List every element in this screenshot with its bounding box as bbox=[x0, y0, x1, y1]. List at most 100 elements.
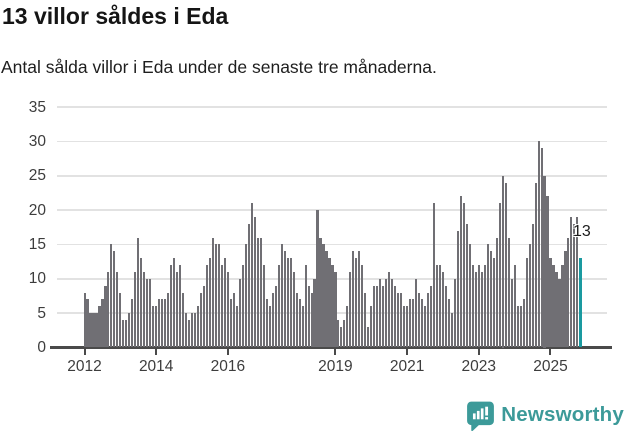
bar bbox=[295, 292, 298, 348]
bar bbox=[179, 265, 182, 348]
bar bbox=[394, 285, 397, 348]
x-tick-label: 2021 bbox=[389, 357, 425, 375]
bar bbox=[528, 244, 531, 348]
x-tick-mark bbox=[334, 348, 337, 355]
bar bbox=[558, 278, 561, 348]
bar bbox=[310, 292, 313, 348]
bar bbox=[205, 265, 209, 348]
highlight-bar bbox=[578, 258, 583, 348]
bar bbox=[513, 265, 516, 348]
bar bbox=[289, 258, 292, 348]
bar bbox=[459, 196, 462, 348]
gridline bbox=[57, 140, 607, 143]
bar bbox=[415, 278, 418, 348]
bar bbox=[510, 278, 513, 348]
bar bbox=[495, 237, 498, 348]
bar bbox=[238, 278, 241, 348]
bar bbox=[188, 320, 191, 348]
x-tick-label: 2014 bbox=[138, 357, 174, 375]
y-tick-label: 25 bbox=[28, 167, 46, 185]
bar bbox=[277, 265, 280, 348]
bar bbox=[576, 216, 579, 348]
bar bbox=[537, 141, 540, 348]
bar bbox=[507, 237, 510, 348]
bar bbox=[516, 306, 519, 348]
bar bbox=[316, 210, 319, 348]
bar bbox=[214, 244, 218, 348]
bar bbox=[244, 244, 247, 348]
bar bbox=[199, 292, 203, 348]
bar bbox=[292, 271, 295, 348]
bar bbox=[406, 306, 409, 348]
bar bbox=[421, 299, 424, 348]
bar bbox=[427, 292, 430, 348]
bar bbox=[328, 258, 331, 348]
bar bbox=[143, 271, 146, 348]
bar bbox=[191, 313, 194, 348]
bar bbox=[101, 299, 104, 348]
bar bbox=[304, 265, 307, 348]
bar bbox=[217, 244, 220, 348]
x-tick-mark bbox=[406, 348, 409, 355]
bar bbox=[301, 306, 304, 348]
bar bbox=[570, 216, 573, 348]
bar bbox=[346, 306, 349, 348]
bar bbox=[412, 299, 415, 348]
bar bbox=[489, 251, 492, 348]
bar bbox=[477, 265, 480, 348]
x-tick-mark bbox=[549, 348, 552, 355]
gridline bbox=[57, 174, 607, 177]
bar bbox=[474, 271, 477, 348]
bar bbox=[110, 244, 113, 348]
bar bbox=[444, 285, 448, 348]
bar bbox=[131, 299, 134, 348]
bar bbox=[155, 306, 158, 348]
bar bbox=[340, 326, 343, 348]
bar bbox=[543, 175, 546, 348]
bar bbox=[519, 306, 522, 348]
bar bbox=[447, 299, 450, 348]
bar bbox=[89, 313, 92, 348]
brand-name: Newsworthy bbox=[501, 403, 624, 426]
bar bbox=[432, 203, 436, 348]
bar bbox=[113, 251, 116, 348]
bar bbox=[83, 292, 86, 348]
bar bbox=[358, 251, 361, 348]
bar bbox=[388, 271, 391, 348]
brand-footer: Newsworthy bbox=[467, 397, 624, 433]
y-tick-label: 0 bbox=[37, 339, 46, 356]
bar bbox=[202, 285, 206, 348]
gridline bbox=[57, 243, 607, 246]
bar bbox=[229, 299, 232, 348]
logo-bar-small bbox=[473, 412, 476, 419]
bar bbox=[107, 271, 110, 348]
x-tick-mark bbox=[477, 348, 480, 355]
last-value-label: 13 bbox=[573, 223, 591, 240]
bar bbox=[116, 271, 119, 348]
bar bbox=[274, 285, 277, 348]
newsworthy-logo-icon bbox=[467, 401, 495, 431]
bar bbox=[194, 313, 197, 348]
bar bbox=[104, 285, 107, 348]
bar bbox=[149, 278, 152, 348]
bar bbox=[164, 299, 167, 348]
bar bbox=[391, 278, 394, 348]
bar bbox=[262, 265, 265, 348]
bar bbox=[531, 223, 534, 348]
bar bbox=[376, 285, 379, 348]
bar bbox=[220, 265, 223, 348]
bar bbox=[223, 258, 226, 348]
chart-subtitle: Antal sålda villor i Eda under de senast… bbox=[1, 57, 437, 77]
bar bbox=[319, 237, 322, 348]
bar bbox=[125, 320, 128, 348]
bar bbox=[259, 237, 262, 348]
bar bbox=[573, 223, 576, 348]
bar bbox=[555, 271, 558, 348]
bar bbox=[235, 306, 238, 348]
bar bbox=[549, 258, 552, 348]
bar bbox=[268, 306, 271, 348]
bar bbox=[552, 265, 555, 348]
bar bbox=[504, 182, 507, 348]
bar bbox=[409, 299, 412, 348]
bar bbox=[313, 278, 316, 348]
